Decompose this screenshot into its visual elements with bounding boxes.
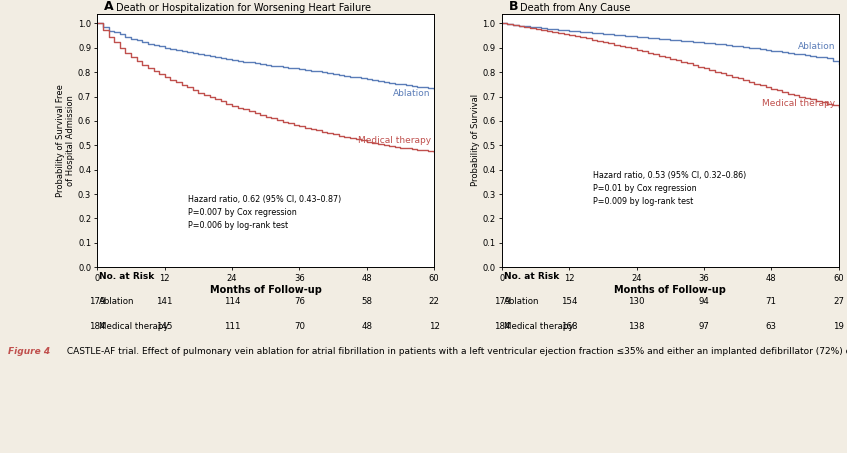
Text: 179: 179 (494, 297, 510, 306)
Text: 138: 138 (628, 322, 645, 331)
Text: Figure 4: Figure 4 (8, 347, 51, 356)
Text: Hazard ratio, 0.62 (95% CI, 0.43–0.87)
P=0.007 by Cox regression
P=0.006 by log-: Hazard ratio, 0.62 (95% CI, 0.43–0.87) P… (188, 195, 341, 231)
Text: 71: 71 (766, 297, 777, 306)
Text: 19: 19 (833, 322, 844, 331)
Text: 111: 111 (224, 322, 241, 331)
Text: 12: 12 (429, 322, 440, 331)
Text: 76: 76 (294, 297, 305, 306)
Text: Medical therapy: Medical therapy (99, 322, 169, 331)
Text: Ablation: Ablation (798, 42, 835, 51)
Text: CASTLE-AF trial. Effect of pulmonary vein ablation for atrial fibrillation in pa: CASTLE-AF trial. Effect of pulmonary vei… (64, 347, 847, 356)
Text: 145: 145 (157, 322, 173, 331)
Text: Ablation: Ablation (504, 297, 539, 306)
Text: 114: 114 (224, 297, 241, 306)
Text: 154: 154 (561, 297, 578, 306)
X-axis label: Months of Follow-up: Months of Follow-up (210, 285, 322, 295)
Text: 184: 184 (494, 322, 510, 331)
Text: 94: 94 (699, 297, 709, 306)
Text: 48: 48 (362, 322, 372, 331)
Text: 179: 179 (89, 297, 106, 306)
Text: 97: 97 (699, 322, 709, 331)
Y-axis label: Probability of Survival: Probability of Survival (471, 94, 479, 187)
Text: 141: 141 (157, 297, 173, 306)
Text: A: A (104, 0, 113, 13)
Text: B: B (508, 0, 518, 13)
Text: 27: 27 (833, 297, 844, 306)
Y-axis label: Probability of Survival Free
of Hospital Admission: Probability of Survival Free of Hospital… (56, 84, 75, 197)
Text: No. at Risk: No. at Risk (504, 272, 559, 281)
Text: Death from Any Cause: Death from Any Cause (520, 3, 631, 13)
Text: 22: 22 (429, 297, 440, 306)
Text: Ablation: Ablation (99, 297, 135, 306)
Text: 168: 168 (561, 322, 578, 331)
Text: 70: 70 (294, 322, 305, 331)
Text: Medical therapy: Medical therapy (762, 99, 835, 108)
Text: Medical therapy: Medical therapy (357, 136, 431, 145)
Text: Hazard ratio, 0.53 (95% CI, 0.32–0.86)
P=0.01 by Cox regression
P=0.009 by log-r: Hazard ratio, 0.53 (95% CI, 0.32–0.86) P… (593, 171, 746, 206)
Text: No. at Risk: No. at Risk (99, 272, 154, 281)
Text: Death or Hospitalization for Worsening Heart Failure: Death or Hospitalization for Worsening H… (116, 3, 371, 13)
Text: 184: 184 (89, 322, 106, 331)
Text: 63: 63 (766, 322, 777, 331)
X-axis label: Months of Follow-up: Months of Follow-up (614, 285, 726, 295)
Text: Medical therapy: Medical therapy (504, 322, 573, 331)
Text: Ablation: Ablation (393, 89, 431, 98)
Text: 130: 130 (628, 297, 645, 306)
Text: 58: 58 (362, 297, 372, 306)
